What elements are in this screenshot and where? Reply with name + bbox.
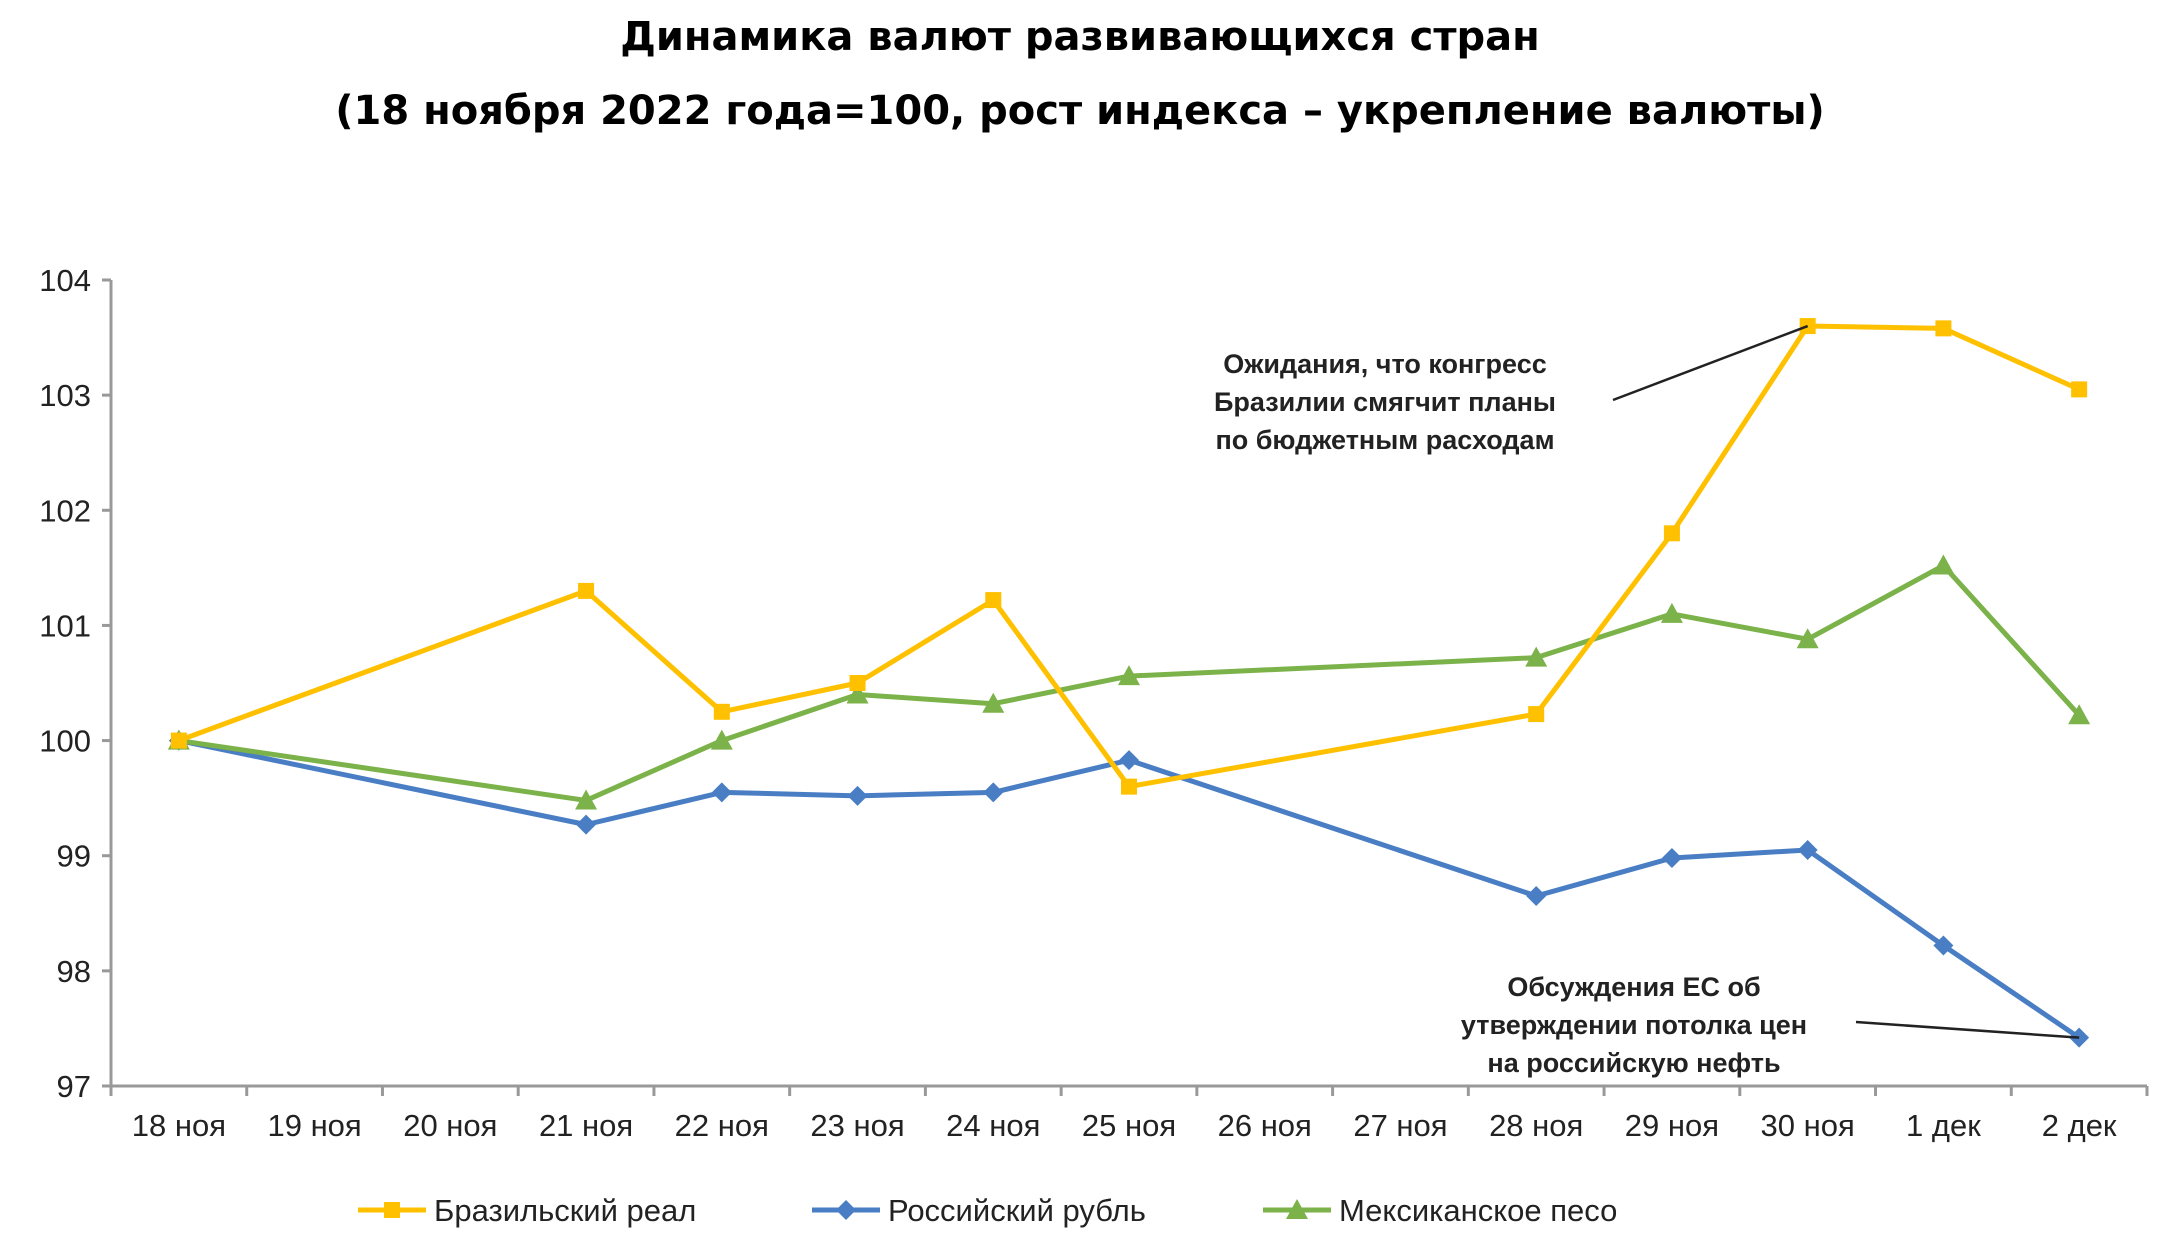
data-point [847,785,868,806]
data-point [1525,646,1548,667]
data-point [2071,381,2088,398]
data-point [576,814,597,835]
data-point [1528,706,1545,723]
x-tick-label: 2 дек [2042,1108,2117,1143]
annotation-text: Обсуждения ЕС об [1507,972,1760,1002]
data-point [1797,839,1818,860]
legend-item: Мексиканское песо [1263,1193,1617,1228]
data-point [1660,602,1683,623]
y-tick-label: 100 [39,724,91,759]
data-point [983,782,1004,803]
data-point [710,729,733,750]
data-point [713,703,730,720]
legend-label: Российский рубль [888,1193,1146,1228]
data-point [1932,554,1955,575]
data-point [846,683,869,704]
data-point [1119,750,1139,771]
data-point [982,692,1005,713]
data-point [1796,628,1819,649]
annotation-text: утверждении потолка цен [1461,1010,1807,1040]
legend-item: Российский рубль [812,1193,1146,1228]
data-point [2068,704,2091,725]
data-point [1121,778,1137,795]
series-triangle [167,554,2091,810]
x-tick-label: 18 ноя [132,1108,226,1143]
x-tick-label: 29 ноя [1625,1108,1719,1143]
x-tick-label: 20 ноя [403,1108,497,1143]
annotation-text: Ожидания, что конгресс [1223,349,1547,379]
x-tick-label: 25 ноя [1082,1108,1176,1143]
x-tick-label: 22 ноя [675,1108,769,1143]
axes: 97 98 99 100 101 102 103 104 18 ноя 19 ноя 20 ноя 2… [39,263,2149,1143]
y-tick-label: 97 [57,1069,91,1104]
series-line [178,323,2081,790]
data-point [1663,525,1680,542]
annotation-text: по бюджетным расходам [1215,425,1554,455]
annotation-text: Бразилии смягчит планы [1214,387,1556,417]
series-square [170,318,2088,795]
y-tick-label: 102 [39,493,91,528]
legend-label: Бразильский реал [434,1193,696,1228]
x-tick-label: 19 ноя [267,1108,361,1143]
y-tick-label: 98 [57,954,91,989]
y-tick-label: 101 [39,608,91,643]
chart-title: Динамика валют развивающихся стран [620,14,1540,60]
series-diamond [168,730,2090,1048]
data-point [1118,665,1140,686]
data-point [1933,935,1954,956]
data-point [1526,886,1547,907]
data-point [711,782,732,803]
legend-marker [836,1200,856,1220]
annotation-text: на российскую нефть [1487,1048,1780,1078]
legend-label: Мексиканское песо [1339,1193,1617,1228]
annotations: Ожидания, что конгресс Бразилии смягчит п… [1214,324,2080,1078]
x-tick-label: 30 ноя [1761,1108,1855,1143]
x-tick-label: 28 ноя [1489,1108,1583,1143]
chart-subtitle: (18 ноября 2022 года=100, рост индекса –… [335,88,1825,134]
data-point [575,789,598,810]
x-tick-label: 23 ноя [810,1108,904,1143]
y-tick-label: 99 [57,839,91,874]
series-group [167,318,2091,1048]
y-tick-label: 104 [39,263,91,298]
data-point [170,732,187,749]
data-point [849,675,866,691]
legend-marker [384,1202,400,1218]
x-tick-label: 24 ноя [946,1108,1040,1143]
data-point [985,592,1002,609]
data-point [1661,848,1682,869]
x-tick-label: 27 ноя [1353,1108,1447,1143]
annotation-leader-line [1855,1020,2080,1039]
annotation-leader-line [1612,324,1809,402]
y-tick-label: 103 [39,378,91,413]
data-point [1935,320,1952,337]
x-tick-label: 21 ноя [539,1108,633,1143]
legend: Бразильский реал Российский рубль Мексикан… [358,1193,1617,1228]
x-tick-label: 26 ноя [1218,1108,1312,1143]
legend-item: Бразильский реал [358,1193,696,1228]
x-tick-label: 1 дек [1906,1108,1981,1143]
data-point [578,582,595,599]
legend-marker [1286,1199,1308,1219]
